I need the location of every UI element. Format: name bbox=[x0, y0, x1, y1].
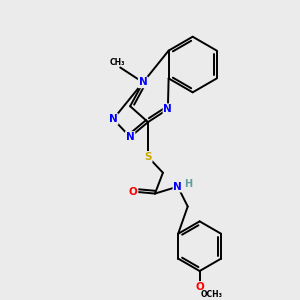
Text: N: N bbox=[126, 132, 134, 142]
Text: O: O bbox=[129, 187, 137, 196]
Text: N: N bbox=[173, 182, 182, 192]
Text: S: S bbox=[144, 152, 152, 162]
Text: CH₃: CH₃ bbox=[110, 58, 125, 67]
Text: OCH₃: OCH₃ bbox=[200, 290, 223, 299]
Text: H: H bbox=[184, 178, 192, 189]
Text: O: O bbox=[195, 282, 204, 292]
Text: N: N bbox=[139, 77, 147, 87]
Text: N: N bbox=[109, 114, 118, 124]
Text: N: N bbox=[164, 104, 172, 114]
